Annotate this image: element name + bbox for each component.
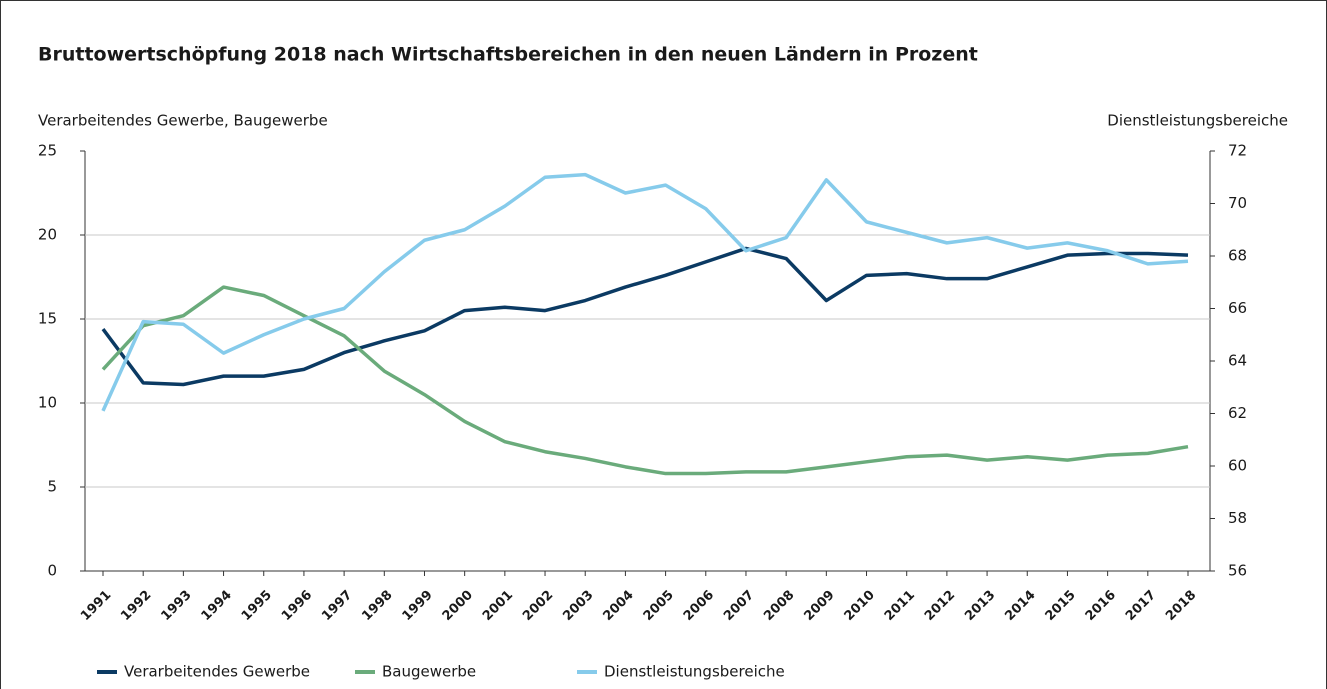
x-tick-label: 1991 [78,588,114,624]
chart-title: Bruttowertschöpfung 2018 nach Wirtschaft… [38,44,978,66]
y-tick-label: 10 [38,394,57,412]
x-tick-label: 2003 [560,588,596,624]
x-tick-label: 2011 [882,588,918,624]
legend-label: Dienstleistungsbereiche [604,663,785,681]
y2-tick-label: 58 [1228,509,1247,527]
x-tick-label: 2004 [601,588,637,624]
y-tick-label: 15 [38,310,57,328]
series-line [101,246,1189,387]
x-tick-label: 2007 [721,588,757,624]
x-tick-label: 2014 [1002,588,1038,624]
x-tick-label: 1998 [359,588,395,624]
x-tick-label: 2016 [1083,588,1119,624]
x-tick-label: 2006 [681,588,717,624]
y2-tick-label: 56 [1228,562,1247,580]
x-tick-label: 2001 [480,588,516,624]
x-tick-label: 2012 [922,588,958,624]
x-tick-label: 1993 [158,588,194,624]
x-tick-label: 2000 [440,588,476,624]
x-tick-label: 2015 [1043,588,1079,624]
x-tick-label: 2008 [761,588,797,624]
legend-label: Baugewerbe [382,663,476,681]
y-axis-label: Verarbeitendes Gewerbe, Baugewerbe [38,112,328,130]
x-tick-label: 2013 [962,588,998,624]
y-tick-label: 5 [47,478,57,496]
x-tick-label: 1999 [400,588,436,624]
x-tick-label: 1995 [239,588,275,624]
y2-tick-label: 60 [1228,457,1247,475]
x-tick-label: 1997 [319,588,355,624]
y2-tick-label: 68 [1228,247,1247,265]
y-tick-label: 20 [38,226,57,244]
x-tick-label: 2002 [520,588,556,624]
series-line [101,285,1189,476]
x-tick-label: 1996 [279,588,315,624]
x-tick-label: 2017 [1123,588,1159,624]
y-tick-label: 0 [47,562,57,580]
y2-tick-label: 66 [1228,299,1247,317]
x-tick-label: 2018 [1163,588,1199,624]
x-tick-label: 1992 [118,588,154,624]
y2-axis-label: Dienstleistungsbereiche [1107,112,1288,130]
y-tick-label: 25 [38,142,57,160]
y2-tick-label: 64 [1228,352,1247,370]
y2-tick-label: 70 [1228,194,1247,212]
legend-label: Verarbeitendes Gewerbe [124,663,310,681]
x-tick-label: 2009 [801,588,837,624]
y2-tick-label: 72 [1228,142,1247,160]
series-line [101,172,1189,412]
x-tick-label: 1994 [199,588,235,624]
x-tick-label: 2005 [641,588,677,624]
x-tick-label: 2010 [842,588,878,624]
y2-tick-label: 62 [1228,404,1247,422]
